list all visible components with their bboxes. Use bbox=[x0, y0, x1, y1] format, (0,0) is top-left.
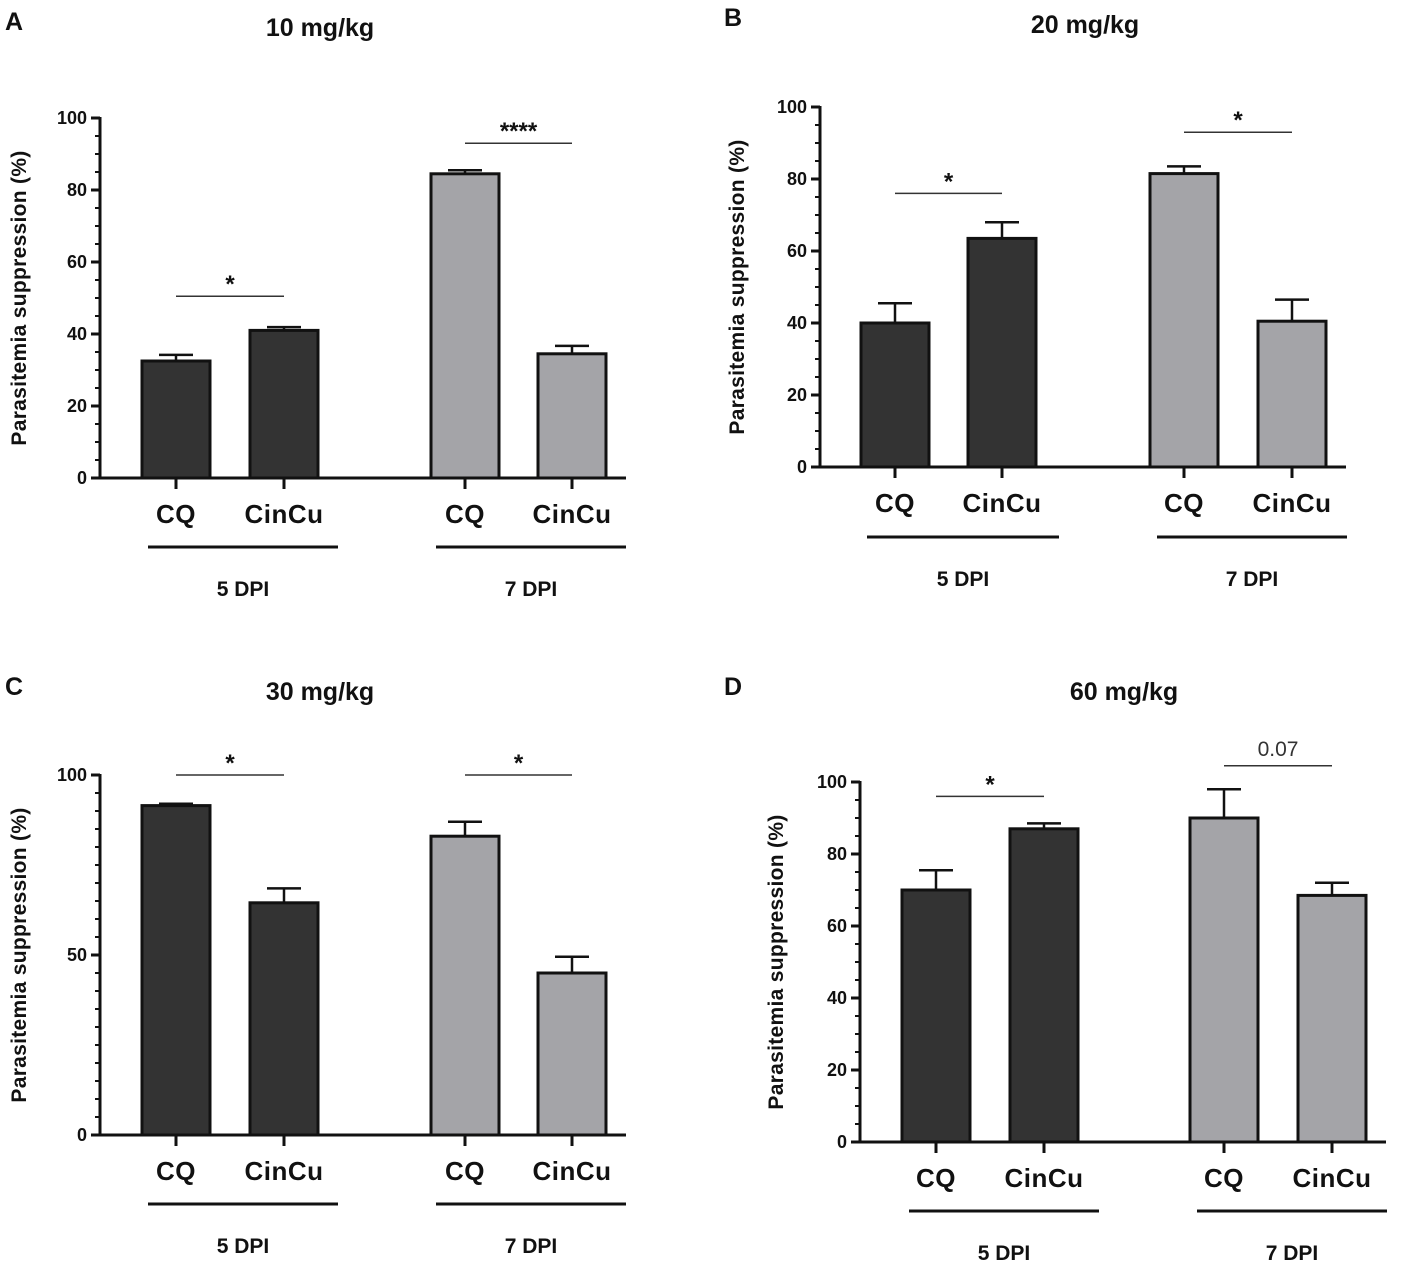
y-axis-label: Parasitemia suppression (%) bbox=[8, 807, 31, 1102]
y-tick-label: 60 bbox=[67, 252, 87, 272]
y-tick-label: 40 bbox=[827, 988, 847, 1008]
bar bbox=[536, 352, 608, 480]
x-category-label: CQ bbox=[1204, 1163, 1244, 1193]
group-label: 5 DPI bbox=[217, 1235, 270, 1258]
x-category-label: CQ bbox=[916, 1163, 956, 1193]
group-label: 5 DPI bbox=[937, 568, 990, 591]
significance-label: * bbox=[985, 771, 995, 798]
bar bbox=[140, 804, 212, 1137]
panel-b: B 20 mg/kg Parasitemia suppression (%) 0 20 4… bbox=[724, 4, 1347, 591]
x-category-label: CQ bbox=[156, 1156, 196, 1186]
y-tick-label: 80 bbox=[67, 180, 87, 200]
y-tick-label: 100 bbox=[777, 97, 807, 117]
panel-c: C 30 mg/kg Parasitemia suppression (%) 0 50 1… bbox=[5, 673, 626, 1258]
chart-title: 60 mg/kg bbox=[1070, 678, 1178, 706]
bar bbox=[1296, 893, 1368, 1144]
significance-label: * bbox=[225, 750, 235, 777]
y-axis-label: Parasitemia suppression (%) bbox=[765, 814, 788, 1109]
panel-d: D 60 mg/kg Parasitemia suppression (%) 0 20 4… bbox=[724, 673, 1387, 1263]
y-tick-label: 0 bbox=[77, 468, 87, 488]
x-category-label: CQ bbox=[445, 1156, 485, 1186]
bar bbox=[536, 971, 608, 1137]
x-category-label: CinCu bbox=[532, 499, 611, 529]
bar bbox=[140, 359, 212, 480]
significance-label: * bbox=[225, 271, 235, 298]
chart-title: 30 mg/kg bbox=[266, 678, 374, 706]
y-tick-label: 20 bbox=[787, 385, 807, 405]
bar bbox=[1008, 827, 1080, 1144]
bar bbox=[1256, 319, 1328, 469]
y-tick-label: 40 bbox=[67, 324, 87, 344]
y-axis-label: Parasitemia suppression (%) bbox=[8, 150, 31, 445]
bar bbox=[429, 834, 501, 1137]
group-label: 7 DPI bbox=[1266, 1242, 1319, 1263]
y-tick-label: 0 bbox=[837, 1132, 847, 1152]
x-category-label: CinCu bbox=[244, 499, 323, 529]
x-category-label: CinCu bbox=[1292, 1163, 1371, 1193]
bar bbox=[429, 172, 501, 480]
significance-label: * bbox=[944, 168, 954, 195]
bar bbox=[1188, 816, 1260, 1144]
significance-label: 0.07 bbox=[1258, 738, 1299, 761]
bar bbox=[859, 321, 931, 469]
y-tick-label: 40 bbox=[787, 313, 807, 333]
panel-a: A 10 mg/kg Parasitemia suppression (%) 0 20 4… bbox=[5, 8, 626, 601]
y-tick-label: 0 bbox=[77, 1125, 87, 1145]
y-tick-label: 50 bbox=[67, 945, 87, 965]
x-category-label: CinCu bbox=[244, 1156, 323, 1186]
x-category-label: CQ bbox=[156, 499, 196, 529]
bar bbox=[900, 888, 972, 1144]
significance-label: * bbox=[1233, 107, 1243, 134]
panel-letter: A bbox=[5, 8, 23, 36]
panel-letter: C bbox=[5, 673, 23, 701]
x-category-label: CinCu bbox=[962, 488, 1041, 518]
chart-title: 20 mg/kg bbox=[1031, 11, 1139, 39]
panel-letter: B bbox=[724, 4, 742, 32]
significance-label: **** bbox=[500, 118, 538, 145]
group-label: 5 DPI bbox=[978, 1242, 1031, 1263]
x-category-label: CQ bbox=[1164, 488, 1204, 518]
y-tick-label: 20 bbox=[827, 1060, 847, 1080]
y-tick-label: 100 bbox=[57, 108, 87, 128]
bar bbox=[966, 236, 1038, 469]
chart-title: 10 mg/kg bbox=[266, 14, 374, 42]
y-tick-label: 100 bbox=[57, 765, 87, 785]
group-label: 7 DPI bbox=[505, 1235, 558, 1258]
group-label: 5 DPI bbox=[217, 578, 270, 601]
bar bbox=[248, 901, 320, 1137]
y-tick-label: 80 bbox=[827, 844, 847, 864]
y-tick-label: 60 bbox=[787, 241, 807, 261]
bar bbox=[1148, 172, 1220, 469]
y-tick-label: 80 bbox=[787, 169, 807, 189]
panel-letter: D bbox=[724, 673, 742, 701]
x-category-label: CinCu bbox=[532, 1156, 611, 1186]
y-tick-label: 0 bbox=[797, 457, 807, 477]
x-category-label: CQ bbox=[445, 499, 485, 529]
group-label: 7 DPI bbox=[1226, 568, 1279, 591]
significance-label: * bbox=[514, 750, 524, 777]
y-tick-label: 20 bbox=[67, 396, 87, 416]
y-tick-label: 60 bbox=[827, 916, 847, 936]
y-axis-label: Parasitemia suppression (%) bbox=[726, 139, 749, 434]
y-tick-label: 100 bbox=[817, 772, 847, 792]
x-category-label: CinCu bbox=[1004, 1163, 1083, 1193]
bar bbox=[248, 328, 320, 480]
group-label: 7 DPI bbox=[505, 578, 558, 601]
x-category-label: CQ bbox=[875, 488, 915, 518]
x-category-label: CinCu bbox=[1252, 488, 1331, 518]
